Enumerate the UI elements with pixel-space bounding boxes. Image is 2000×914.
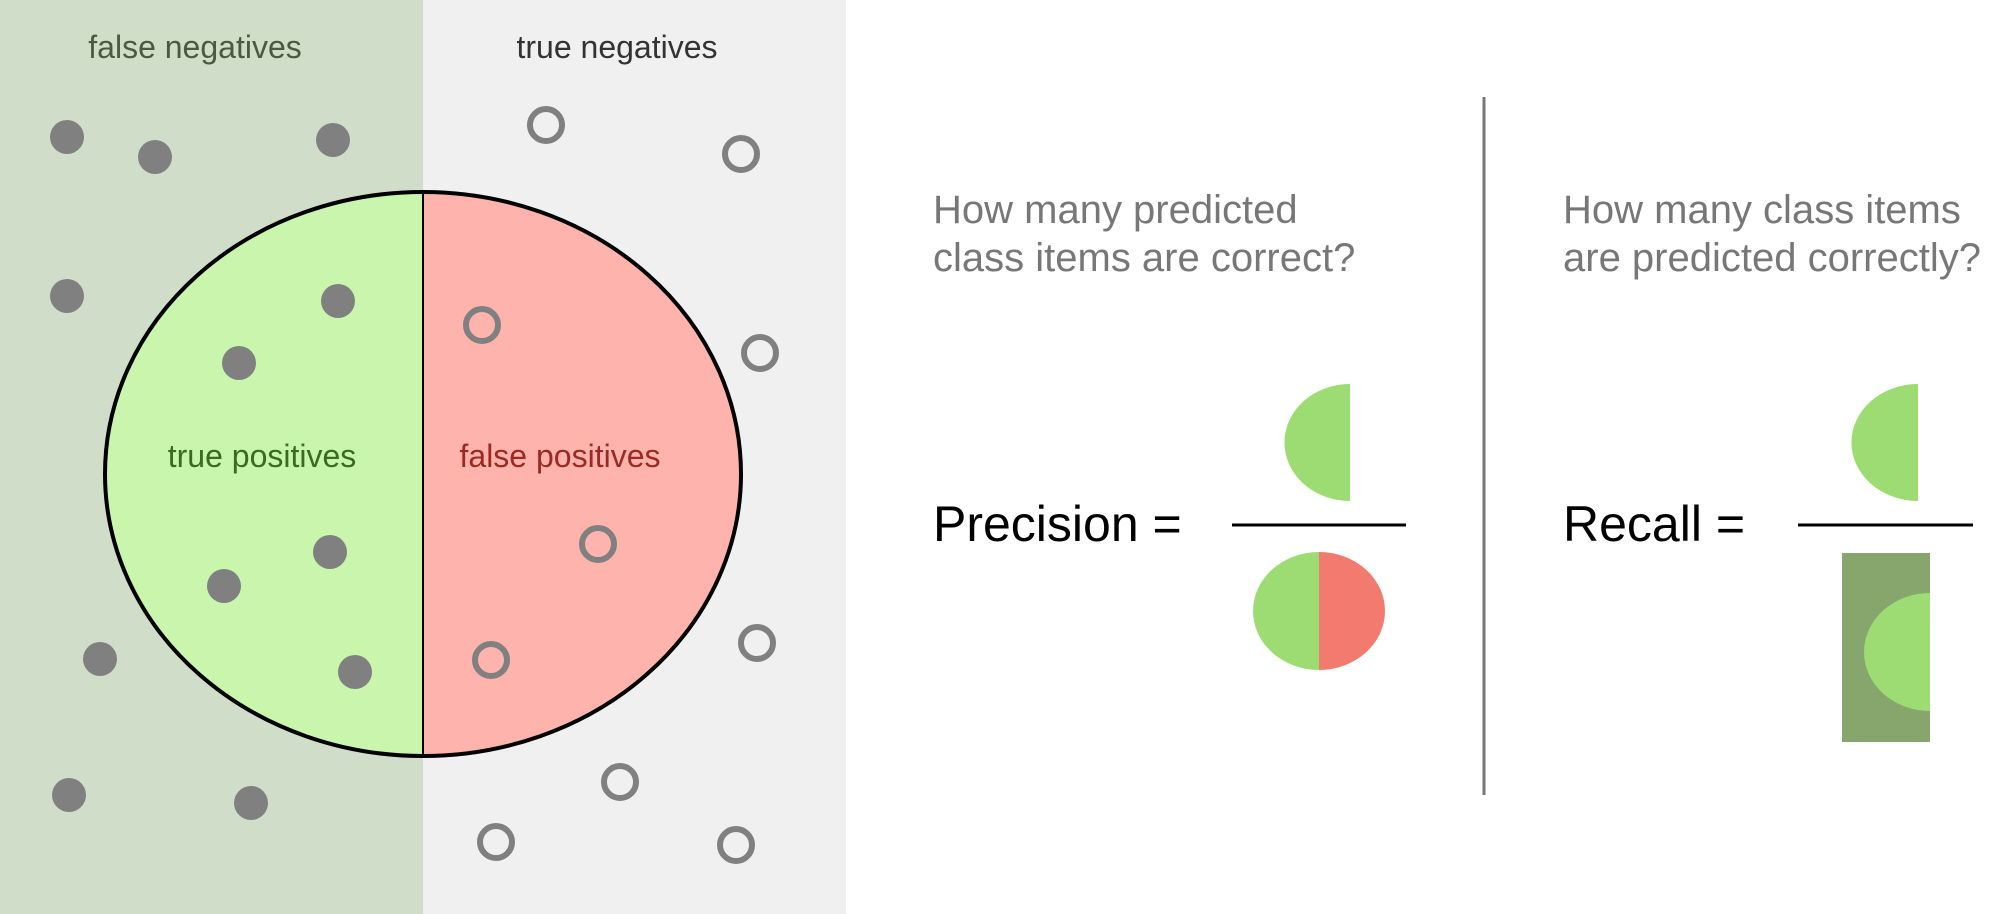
relevant-dot xyxy=(50,279,84,313)
precision-denominator-tp-icon xyxy=(1253,552,1319,670)
irrelevant-ring xyxy=(741,334,779,372)
relevant-dot xyxy=(234,786,268,820)
irrelevant-ring xyxy=(527,106,565,144)
recall-label: Recall = xyxy=(1563,496,1745,552)
relevant-dots xyxy=(50,120,372,820)
relevant-dot xyxy=(338,655,372,689)
recall-question-line2: are predicted correctly? xyxy=(1563,236,1981,280)
relevant-dot xyxy=(313,535,347,569)
precision-question-line1: How many predicted xyxy=(933,188,1298,232)
false-negatives-label: false negatives xyxy=(88,29,301,65)
irrelevant-ring xyxy=(463,306,501,344)
true-negatives-label: true negatives xyxy=(516,29,717,65)
irrelevant-ring xyxy=(738,624,776,662)
recall-numerator-icon xyxy=(1851,384,1918,501)
relevant-dot xyxy=(316,123,350,157)
false-positives-label: false positives xyxy=(460,438,661,474)
relevant-dot xyxy=(222,346,256,380)
relevant-dot xyxy=(50,120,84,154)
irrelevant-ring xyxy=(579,525,617,563)
relevant-dot xyxy=(52,778,86,812)
recall-question-line1: How many class items xyxy=(1563,188,1961,232)
precision-denominator-fp-icon xyxy=(1319,552,1385,670)
relevant-dot xyxy=(83,642,117,676)
irrelevant-ring xyxy=(717,826,755,864)
irrelevant-ring xyxy=(477,823,515,861)
precision-label: Precision = xyxy=(933,496,1182,552)
precision-question-line2: class items are correct? xyxy=(933,236,1355,280)
relevant-dot xyxy=(207,569,241,603)
true-positives-label: true positives xyxy=(168,438,357,474)
relevant-dot xyxy=(321,284,355,318)
irrelevant-rings xyxy=(463,106,779,864)
irrelevant-ring xyxy=(472,641,510,679)
irrelevant-ring xyxy=(601,763,639,801)
recall-denominator-tp-icon xyxy=(1864,593,1930,711)
relevant-dot xyxy=(138,140,172,174)
precision-numerator-icon xyxy=(1284,384,1350,501)
irrelevant-ring xyxy=(722,135,760,173)
